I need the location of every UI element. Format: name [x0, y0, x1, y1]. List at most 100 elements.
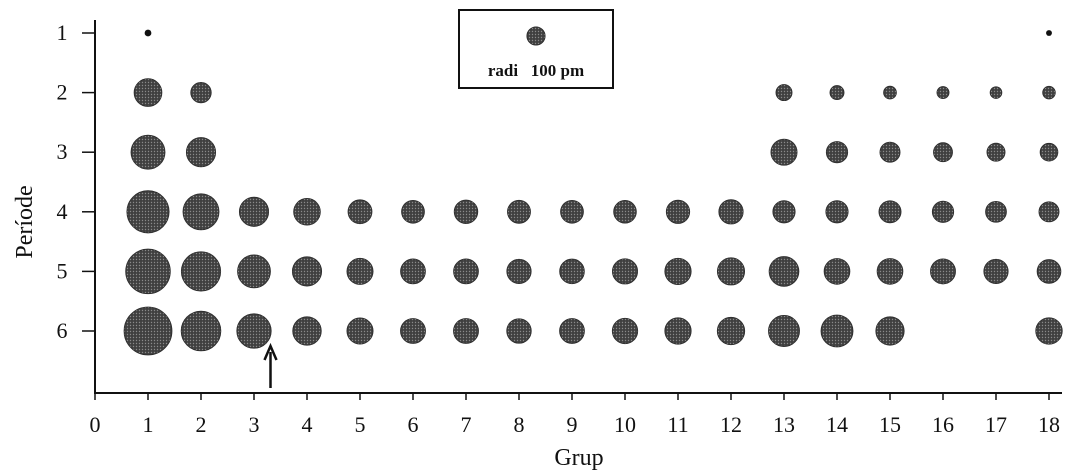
atom-point-p4-g10 [613, 200, 637, 224]
atom-point-p3-g13 [770, 138, 798, 166]
atom-point-p4-g17 [985, 200, 1007, 223]
atom-point-p3-g14 [825, 141, 849, 164]
data-points [123, 29, 1063, 356]
atom-point-p6-g18 [1035, 317, 1063, 345]
atom-point-p5-g18 [1036, 259, 1062, 284]
atom-point-p5-g8 [506, 258, 532, 284]
atom-point-p4-g1 [126, 190, 170, 234]
atom-point-p6-g11 [664, 317, 692, 345]
atom-point-p3-g18 [1039, 142, 1059, 162]
atom-point-p1-g1 [144, 29, 152, 37]
x-tick-label: 18 [1038, 412, 1060, 437]
atom-point-p6-g12 [716, 316, 746, 346]
x-tick-label: 11 [667, 412, 688, 437]
atom-point-p4-g7 [453, 199, 479, 225]
x-tick-label: 7 [461, 412, 472, 437]
atom-point-p4-g8 [507, 199, 531, 224]
arrow-head [263, 342, 278, 361]
x-tick-label: 15 [879, 412, 901, 437]
atom-point-p6-g13 [768, 315, 800, 347]
x-tick-label: 10 [614, 412, 636, 437]
x-tick-label: 13 [773, 412, 795, 437]
atom-point-p5-g14 [823, 258, 851, 285]
atom-point-p5-g15 [876, 258, 904, 285]
y-tick-label: 5 [57, 258, 68, 283]
x-tick-label: 6 [408, 412, 419, 437]
atom-point-p4-g6 [401, 199, 425, 224]
atom-point-p5-g4 [291, 256, 323, 287]
atom-point-p6-g10 [611, 317, 639, 345]
y-tick-label: 6 [57, 318, 68, 343]
atom-point-p4-g4 [293, 198, 321, 226]
atom-point-p4-g11 [665, 199, 691, 224]
legend-label: radi 100 pm [488, 61, 584, 80]
atom-point-p5-g5 [346, 257, 374, 285]
atom-point-p3-g16 [933, 142, 953, 163]
atom-point-p6-g1 [123, 306, 173, 356]
atom-point-p5-g1 [125, 248, 171, 295]
x-tick-label: 1 [143, 412, 154, 437]
atom-point-p6-g15 [875, 316, 905, 346]
x-tick-label: 8 [514, 412, 525, 437]
y-tick-label: 1 [57, 20, 68, 45]
atom-point-p4-g13 [772, 200, 796, 224]
atom-point-p2-g16 [936, 86, 950, 100]
atom-point-p5-g3 [237, 254, 271, 289]
annotation [263, 342, 278, 388]
y-tick-label: 3 [57, 139, 68, 164]
atom-point-p4-g3 [238, 196, 270, 227]
atom-point-p6-g4 [292, 316, 322, 346]
x-tick-label: 16 [932, 412, 954, 437]
atom-point-p6-g2 [180, 310, 222, 352]
atom-point-p6-g8 [506, 318, 532, 344]
atom-point-p2-g1 [133, 78, 163, 107]
x-tick-label: 3 [249, 412, 260, 437]
atom-point-p3-g2 [185, 137, 217, 168]
atom-point-p2-g13 [775, 84, 793, 102]
atom-point-p4-g18 [1038, 201, 1060, 223]
legend-reference-circle [526, 26, 546, 46]
atom-point-p5-g6 [400, 258, 426, 285]
x-tick-label: 4 [302, 412, 313, 437]
atom-point-p5-g10 [611, 258, 639, 285]
x-tick-label: 2 [196, 412, 207, 437]
y-tick-label: 4 [57, 199, 68, 224]
atom-point-p2-g18 [1042, 85, 1056, 100]
atom-point-p4-g15 [878, 200, 902, 224]
atom-point-p6-g6 [400, 318, 426, 344]
atom-point-p4-g14 [825, 200, 849, 224]
atom-point-p5-g17 [983, 258, 1009, 284]
tick-labels: 0 1 2 3 4 5 6 7 8 9 10 11 12 13 14 15 16 17 18123456GrupPe… [12, 20, 1060, 471]
atom-point-p3-g17 [986, 142, 1006, 162]
x-axis-title: Grup [554, 445, 603, 471]
x-tick-label: 17 [985, 412, 1007, 437]
atom-point-p2-g2 [190, 81, 212, 104]
atom-point-p5-g11 [664, 257, 692, 285]
y-tick-label: 2 [57, 80, 68, 105]
atom-point-p6-g3 [236, 313, 272, 349]
atom-point-p5-g13 [768, 256, 800, 287]
atom-point-p6-g14 [820, 314, 854, 348]
atom-point-p5-g2 [180, 251, 222, 292]
legend: radi 100 pm [458, 9, 614, 89]
atom-point-p5-g16 [930, 258, 956, 285]
x-tick-label: 12 [720, 412, 742, 437]
atom-point-p5-g12 [716, 257, 746, 286]
y-axis-title: Període [12, 185, 38, 258]
atom-point-p4-g5 [347, 199, 373, 225]
x-tick-label: 5 [355, 412, 366, 437]
atom-point-p4-g12 [718, 199, 744, 225]
atom-point-p3-g1 [130, 134, 166, 170]
x-tick-label: 9 [567, 412, 578, 437]
atom-point-p5-g7 [453, 258, 479, 285]
atom-point-p6-g7 [453, 318, 479, 344]
atom-point-p1-g18 [1046, 30, 1052, 36]
x-tick-label: 0 [90, 412, 101, 437]
atom-point-p4-g9 [560, 199, 584, 224]
atom-point-p4-g2 [182, 193, 220, 231]
legend-box [458, 9, 614, 89]
x-tick-label: 14 [826, 412, 848, 437]
atom-point-p3-g15 [879, 141, 901, 163]
atom-point-p6-g9 [559, 318, 585, 344]
